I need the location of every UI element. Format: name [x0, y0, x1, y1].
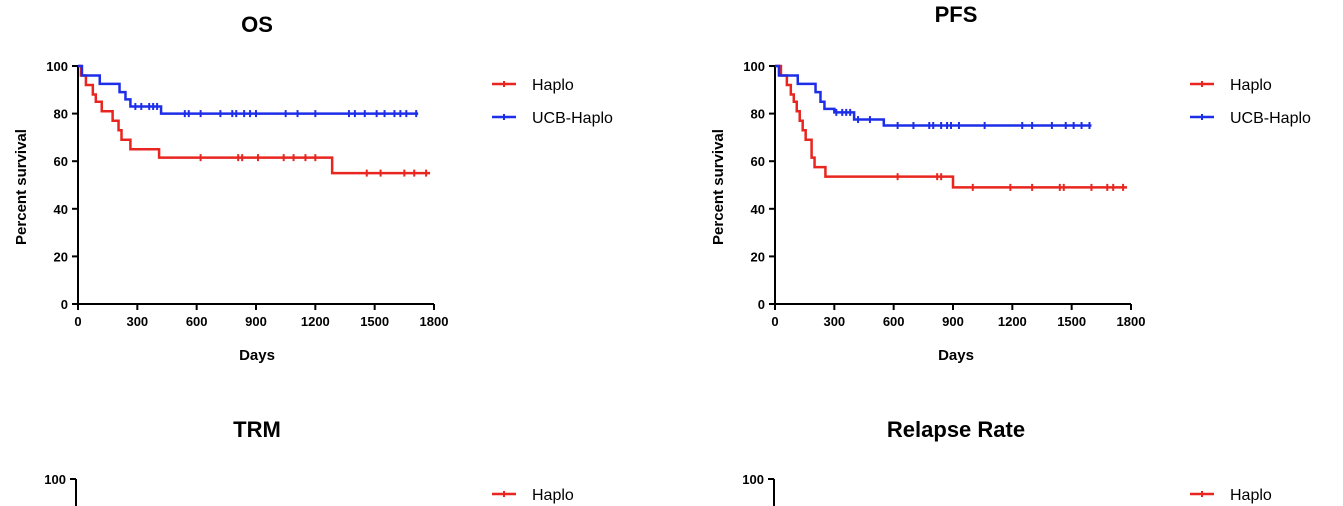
os-axes: 0 20 40 60 80 100 0 300 600 900 1200 1500 1800 [46, 59, 448, 329]
os-y-tick-label-80: 80 [54, 107, 68, 122]
os-legend: Haplo UCB-Haplo [492, 77, 613, 127]
trm-legend-haplo-label: Haplo [532, 487, 574, 504]
pfs-legend-ucb-label: UCB-Haplo [1230, 110, 1311, 127]
pfs-ylabel: Percent survival [710, 129, 727, 245]
os-x-tick-label-600: 600 [186, 314, 208, 329]
os-y-tick-label-60: 60 [54, 154, 68, 169]
pfs-x-tick-label-0: 0 [771, 314, 778, 329]
pfs-line-ucb-haplo [775, 64, 1092, 127]
os-x-tick-label-300: 300 [126, 314, 148, 329]
pfs-y-tick-label-20: 20 [751, 249, 765, 264]
os-legend-ucb-label: UCB-Haplo [532, 110, 613, 127]
relapse-legend-haplo-label: Haplo [1230, 487, 1272, 504]
pfs-xlabel: Days [938, 347, 974, 364]
pfs-legend-ucb: UCB-Haplo [1190, 110, 1311, 127]
pfs-legend-haplo: Haplo [1190, 77, 1272, 94]
os-panel: OS Percent survival Days 0 20 40 60 80 100 0 30… [13, 12, 613, 364]
relapse-y-tick-label-100: 100 [742, 472, 764, 487]
pfs-x-tick-label-1800: 1800 [1117, 314, 1146, 329]
os-x-tick-label-1800: 1800 [420, 314, 449, 329]
os-line-haplo [78, 64, 431, 175]
os-y-tick-label-40: 40 [54, 202, 68, 217]
pfs-title: PFS [935, 2, 978, 27]
trm-title: TRM [233, 417, 281, 442]
os-y-tick-label-20: 20 [54, 249, 68, 264]
os-legend-haplo-label: Haplo [532, 77, 574, 94]
pfs-lines [775, 64, 1128, 191]
os-lines [78, 64, 431, 177]
trm-legend-haplo: Haplo [492, 487, 574, 504]
os-legend-haplo: Haplo [492, 77, 574, 94]
trm-y-tick-label-100: 100 [44, 472, 66, 487]
pfs-y-tick-label-40: 40 [751, 202, 765, 217]
pfs-legend-haplo-label: Haplo [1230, 77, 1272, 94]
os-x-tick-label-1200: 1200 [301, 314, 330, 329]
pfs-x-tick-label-300: 300 [823, 314, 845, 329]
os-x-tick-label-900: 900 [245, 314, 267, 329]
pfs-x-tick-label-1500: 1500 [1057, 314, 1086, 329]
pfs-x-tick-label-600: 600 [883, 314, 905, 329]
pfs-axes: 0 20 40 60 80 100 0 300 600 900 1200 1500 1800 [743, 59, 1145, 329]
pfs-x-tick-label-1200: 1200 [998, 314, 1027, 329]
os-title: OS [241, 12, 273, 37]
trm-panel: TRM 100 Haplo [44, 417, 574, 506]
pfs-legend: Haplo UCB-Haplo [1190, 77, 1311, 127]
relapse-title: Relapse Rate [887, 417, 1025, 442]
pfs-y-tick-label-80: 80 [751, 107, 765, 122]
pfs-y-tick-label-100: 100 [743, 59, 765, 74]
os-line-ucb-haplo [78, 64, 419, 115]
pfs-y-tick-label-60: 60 [751, 154, 765, 169]
pfs-line-haplo [775, 64, 1128, 189]
os-ylabel: Percent survival [13, 129, 30, 245]
pfs-panel: PFS Percent survival Days 0 20 40 60 80 100 0 3… [710, 2, 1311, 364]
relapse-panel: Relapse Rate 100 Haplo [742, 417, 1272, 506]
os-legend-ucb: UCB-Haplo [492, 110, 613, 127]
pfs-y-tick-label-0: 0 [758, 297, 765, 312]
os-y-tick-label-0: 0 [61, 297, 68, 312]
os-x-tick-label-1500: 1500 [360, 314, 389, 329]
os-y-tick-label-100: 100 [46, 59, 68, 74]
relapse-legend-haplo: Haplo [1190, 487, 1272, 504]
pfs-x-tick-label-900: 900 [942, 314, 964, 329]
os-xlabel: Days [239, 347, 275, 364]
os-x-tick-label-0: 0 [74, 314, 81, 329]
